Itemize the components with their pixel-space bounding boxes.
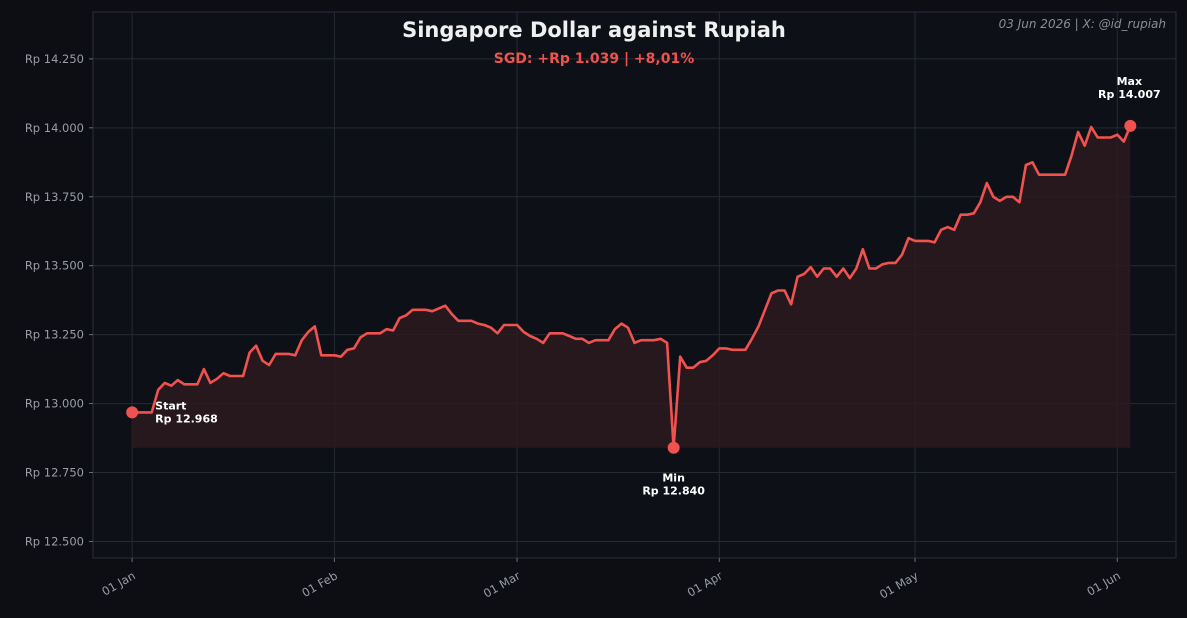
y-axis: Rp 12.500 Rp 12.750 Rp 13.000 Rp 13.250 Rp 1… [25, 52, 93, 548]
y-tick-label: Rp 13.250 [25, 328, 84, 342]
y-tick-label: Rp 14.250 [25, 52, 84, 66]
min-value-label: Rp 12.840 [642, 485, 705, 498]
y-tick-label: Rp 12.750 [25, 466, 84, 480]
y-tick-label: Rp 14.000 [25, 121, 84, 135]
series-line [132, 125, 1132, 449]
y-tick-label: Rp 13.000 [25, 397, 84, 411]
credit-text: 03 Jun 2026 | X: @id_rupiah [999, 17, 1166, 31]
chart-title: Singapore Dollar against Rupiah [402, 18, 786, 42]
start-value-label: Rp 12.968 [155, 412, 218, 425]
y-tick-label: Rp 13.750 [25, 190, 84, 204]
min-label: Min [662, 472, 685, 485]
min-marker [667, 441, 680, 454]
y-tick-label: Rp 13.500 [25, 259, 84, 273]
area-fill [132, 125, 1131, 448]
max-marker [1124, 119, 1137, 132]
y-tick-label: Rp 12.500 [25, 534, 84, 548]
start-marker [126, 406, 139, 419]
start-label: Start [155, 399, 186, 412]
chart-subtitle: SGD: +Rp 1.039 | +8,01% [494, 51, 695, 67]
max-label: Max [1117, 75, 1142, 88]
max-value-label: Rp 14.007 [1098, 88, 1161, 101]
